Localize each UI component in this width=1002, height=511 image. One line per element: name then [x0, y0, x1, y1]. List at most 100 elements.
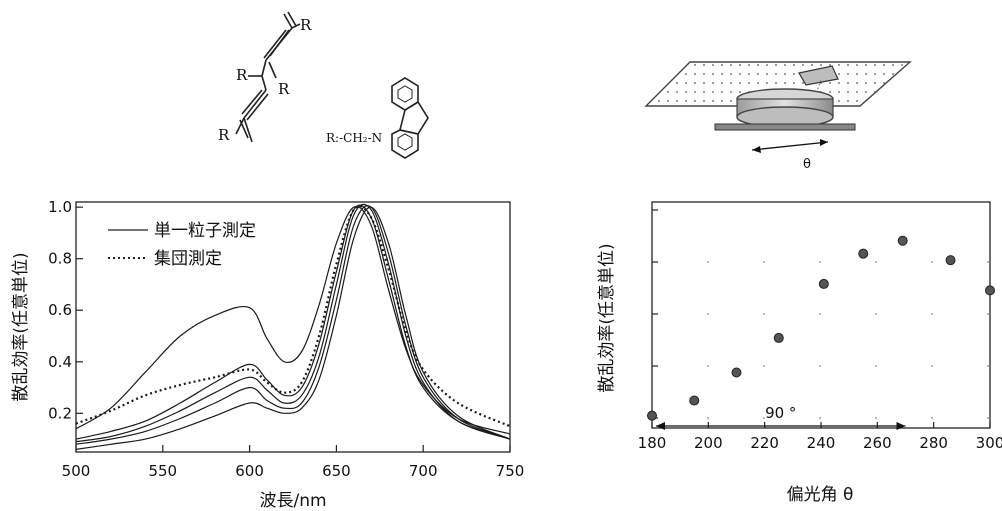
grid-dot [763, 365, 765, 367]
scatter-point [945, 255, 956, 266]
triple-bond [241, 89, 263, 115]
grid-dot [707, 417, 709, 419]
y-tick-label: 0.6 [48, 301, 72, 319]
beam-line [814, 79, 822, 97]
angle-symbol: θ [803, 157, 811, 172]
grid-dot [707, 313, 709, 315]
sample-slide [644, 61, 912, 107]
r-group-label: R [300, 16, 312, 34]
triple-bond [263, 29, 287, 59]
grid-dot [931, 261, 933, 263]
y-tick-label: 0.2 [48, 404, 72, 422]
bond [287, 11, 297, 27]
grid-dot [819, 365, 821, 367]
legend-label-single-particle: 単一粒子測定 [154, 221, 256, 241]
triple-bond [269, 29, 290, 57]
x-tick-label: 650 [322, 462, 351, 480]
scatter-point [731, 367, 742, 378]
triple-bond [243, 89, 267, 119]
arrow-head-right [896, 422, 906, 430]
y-axis-ticks [652, 209, 658, 419]
x-axis-label: 波長/nm [259, 491, 326, 511]
substituent-label: R:-CH₂-N [326, 131, 382, 145]
y-tick-label: 0.8 [48, 250, 72, 268]
grid-dot [931, 313, 933, 315]
scatter-point [897, 235, 908, 246]
grid-dot [707, 365, 709, 367]
scatter-point [647, 410, 657, 421]
grid-dot [875, 365, 877, 367]
r-group-label: R [218, 126, 230, 144]
polarizer-plate [714, 123, 856, 131]
x-axis-label: 偏光角 θ [787, 485, 854, 505]
annotation-label: 90 ° [765, 404, 796, 422]
single-particle-spectrum-line [75, 205, 511, 445]
polarization-chart: 180 200 220 240 260 280 300 90 ° 散乱効率(任意単位) 偏光… [597, 201, 1002, 505]
grid-dot [875, 313, 877, 315]
grid-dot [987, 365, 989, 367]
chemical-structure [235, 11, 301, 143]
triple-bond [246, 93, 269, 121]
scatter-point [818, 278, 829, 289]
arrow-head-left [752, 146, 761, 153]
single-particle-spectrum-line [75, 204, 511, 440]
bond [235, 117, 245, 135]
y-tick-label: 1.0 [48, 198, 72, 216]
arrow-head-right [820, 139, 828, 146]
spectrum-chart: 500 550 600 650 700 750 0.2 0.4 0.6 0.8 1.0 単一粒子測… [11, 198, 524, 511]
scatter-point [985, 285, 995, 296]
x-tick-label: 750 [496, 462, 525, 480]
x-tick-label: 280 [919, 434, 948, 452]
x-tick-label: 240 [807, 434, 836, 452]
scatter-point [773, 332, 784, 343]
single-particle-spectrum-line [75, 205, 511, 435]
legend-label-ensemble: 集団測定 [154, 249, 222, 269]
grid-dot [987, 261, 989, 263]
y-axis-label: 散乱効率(任意単位) [11, 252, 31, 401]
grid-dot [875, 417, 877, 419]
ensemble-spectrum-line [75, 205, 511, 428]
r-group-label: R [236, 66, 248, 84]
x-axis-ticks: 500 550 600 650 700 750 [62, 445, 525, 480]
x-tick-label: 260 [863, 434, 892, 452]
single-particle-spectrum-line [75, 206, 511, 450]
x-tick-label: 700 [409, 462, 438, 480]
x-tick-label: 500 [62, 462, 91, 480]
grid-dot [987, 417, 989, 419]
bond [243, 117, 253, 143]
grid-dot [875, 261, 877, 263]
plot-frame [75, 201, 511, 453]
grid-dot [819, 417, 821, 419]
grid-dot [763, 313, 765, 315]
bond [261, 59, 267, 77]
grid-dot [819, 261, 821, 263]
bond [261, 75, 267, 91]
r-group-label: R [278, 80, 290, 98]
single-particle-spectrum-line [75, 203, 511, 443]
polarization-setup-illustration: θ [644, 61, 912, 172]
arrow-head-left [656, 422, 665, 430]
nanoparticle-rod [798, 65, 839, 86]
grid-dot [819, 313, 821, 315]
grid-dots [707, 261, 989, 419]
spectrum-lines [75, 203, 511, 450]
x-tick-label: 180 [638, 434, 667, 452]
scatter-point [858, 248, 869, 259]
grid-dot [763, 417, 765, 419]
bond [283, 13, 293, 29]
angle-annotation: 90 ° [656, 404, 906, 430]
bond [239, 119, 249, 139]
x-tick-label: 200 [694, 434, 723, 452]
x-tick-label: 220 [750, 434, 779, 452]
scatter-points [647, 235, 995, 421]
polarization-arrow [751, 141, 829, 151]
y-tick-label: 0.4 [48, 353, 72, 371]
y-axis-ticks: 0.2 0.4 0.6 0.8 1.0 [48, 198, 83, 422]
grid-dot [707, 261, 709, 263]
x-tick-label: 600 [235, 462, 264, 480]
bond [291, 23, 301, 29]
x-tick-label: 550 [148, 462, 177, 480]
y-axis-label: 散乱効率(任意単位) [597, 243, 617, 392]
x-axis-ticks: 180 200 220 240 260 280 300 [638, 422, 1002, 452]
